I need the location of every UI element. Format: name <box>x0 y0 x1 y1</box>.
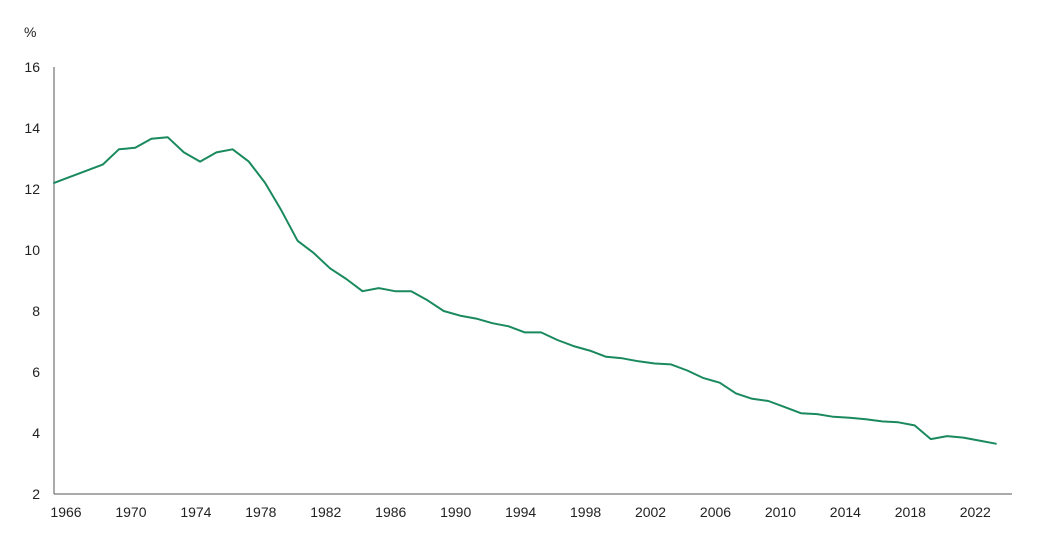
x-tick-label: 1990 <box>440 504 471 520</box>
x-tick-label: 1982 <box>310 504 341 520</box>
y-tick-label: 6 <box>32 364 40 380</box>
x-tick-label: 1998 <box>570 504 601 520</box>
x-tick-label: 2022 <box>960 504 991 520</box>
x-tick-label: 2014 <box>830 504 861 520</box>
y-tick-label: 16 <box>24 59 40 75</box>
x-tick-label: 1978 <box>245 504 276 520</box>
y-tick-label: 10 <box>24 242 40 258</box>
x-tick-label: 2018 <box>895 504 926 520</box>
x-tick-label: 2010 <box>765 504 796 520</box>
x-tick-label: 1986 <box>375 504 406 520</box>
y-tick-label: 8 <box>32 303 40 319</box>
y-axis-unit-label: % <box>24 24 36 40</box>
x-tick-label: 1994 <box>505 504 536 520</box>
y-tick-label: 2 <box>32 486 40 502</box>
x-tick-label: 1970 <box>115 504 146 520</box>
x-tick-label: 2002 <box>635 504 666 520</box>
x-tick-label: 1966 <box>50 504 81 520</box>
x-tick-label: 1974 <box>180 504 211 520</box>
x-tick-label: 2006 <box>700 504 731 520</box>
y-tick-label: 14 <box>24 120 40 136</box>
y-tick-label: 12 <box>24 181 40 197</box>
x-axis-ticks: 1966 1970 1974 1978 1982 1986 1990 1994 1998 2002… <box>50 504 991 520</box>
series-line <box>53 136 997 445</box>
y-tick-label: 4 <box>32 425 40 441</box>
y-axis-ticks: 2 4 6 8 10 12 14 16 <box>24 59 40 502</box>
